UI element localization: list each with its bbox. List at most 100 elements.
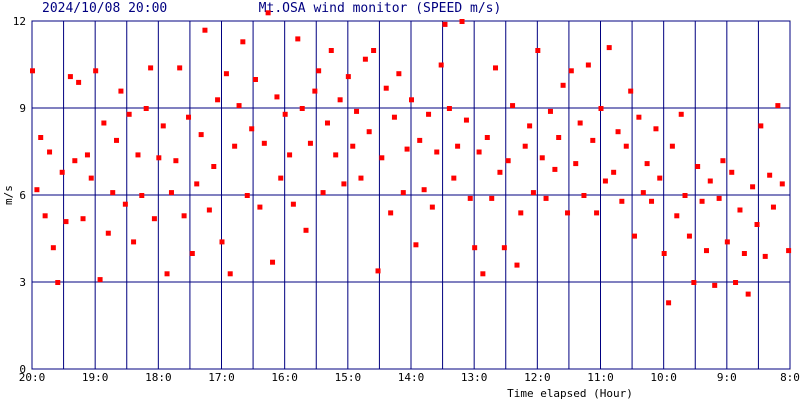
- x-axis-label: Time elapsed (Hour): [507, 387, 633, 400]
- y-tick-label: 6: [19, 189, 26, 202]
- point: [316, 68, 322, 74]
- point: [80, 216, 86, 222]
- point: [215, 97, 221, 103]
- point: [707, 178, 713, 184]
- point: [168, 190, 174, 196]
- point: [762, 253, 768, 259]
- point: [379, 155, 385, 161]
- x-tick-label: 19:0: [82, 371, 109, 384]
- point: [173, 158, 179, 164]
- point: [623, 143, 629, 149]
- point: [114, 137, 120, 143]
- point: [312, 88, 318, 94]
- point: [362, 56, 368, 62]
- point: [594, 210, 600, 216]
- point: [733, 280, 739, 285]
- point: [270, 259, 276, 265]
- y-tick-label: 3: [19, 276, 26, 289]
- point: [674, 213, 680, 219]
- point: [139, 193, 145, 198]
- point: [206, 207, 212, 213]
- x-tick-label: 8:0: [780, 371, 800, 384]
- point: [126, 111, 132, 117]
- point: [581, 193, 587, 198]
- point: [619, 198, 625, 204]
- point: [434, 149, 440, 155]
- point: [67, 74, 73, 80]
- y-tick-label: 0: [19, 363, 26, 376]
- point: [409, 97, 414, 103]
- point: [686, 233, 692, 239]
- point: [750, 184, 756, 190]
- point: [598, 106, 604, 111]
- point: [417, 137, 423, 143]
- point: [189, 251, 195, 256]
- point: [413, 242, 419, 248]
- point: [767, 172, 773, 178]
- point: [547, 108, 553, 114]
- point: [501, 245, 507, 251]
- point: [156, 155, 162, 161]
- point: [649, 198, 655, 204]
- point: [38, 135, 44, 140]
- point: [497, 169, 503, 175]
- point: [779, 181, 785, 187]
- point: [257, 204, 263, 210]
- point: [775, 103, 781, 109]
- point: [143, 106, 149, 111]
- point: [383, 85, 389, 91]
- point: [691, 280, 697, 285]
- point: [724, 239, 730, 245]
- point: [631, 233, 637, 239]
- point: [770, 204, 776, 210]
- point: [611, 169, 617, 175]
- y-tick-label: 9: [19, 102, 26, 115]
- point: [539, 155, 545, 161]
- x-tick-label: 9:0: [717, 371, 737, 384]
- point: [421, 187, 427, 193]
- point: [358, 175, 364, 181]
- point: [202, 27, 208, 33]
- point: [118, 88, 124, 94]
- point: [303, 227, 309, 233]
- point: [530, 190, 536, 196]
- point: [396, 71, 402, 77]
- point: [181, 213, 187, 219]
- point: [211, 164, 217, 169]
- point: [400, 190, 406, 196]
- point: [337, 97, 343, 103]
- point: [682, 193, 688, 198]
- point: [716, 195, 722, 201]
- point: [227, 271, 233, 277]
- point: [669, 143, 675, 149]
- point: [438, 62, 444, 68]
- point: [219, 239, 225, 245]
- point: [388, 210, 394, 216]
- point: [135, 152, 141, 158]
- chart-title: Mt.OSA wind monitor (SPEED m/s): [259, 1, 502, 16]
- point: [556, 135, 562, 140]
- point: [122, 201, 128, 207]
- point: [527, 123, 533, 129]
- point: [514, 262, 520, 268]
- point: [636, 114, 642, 120]
- point: [459, 19, 465, 24]
- point: [223, 71, 229, 77]
- point: [278, 175, 284, 181]
- point: [484, 135, 490, 140]
- point: [84, 152, 90, 158]
- x-tick-label: 10:0: [650, 371, 677, 384]
- point: [151, 216, 157, 222]
- point: [560, 82, 566, 88]
- point: [345, 74, 351, 80]
- point: [577, 120, 583, 126]
- point: [287, 152, 293, 158]
- x-tick-label: 14:0: [398, 371, 425, 384]
- point: [252, 77, 258, 82]
- point: [72, 158, 78, 164]
- point: [148, 65, 154, 71]
- point: [366, 129, 372, 135]
- x-tick-label: 17:0: [208, 371, 235, 384]
- point: [712, 282, 718, 288]
